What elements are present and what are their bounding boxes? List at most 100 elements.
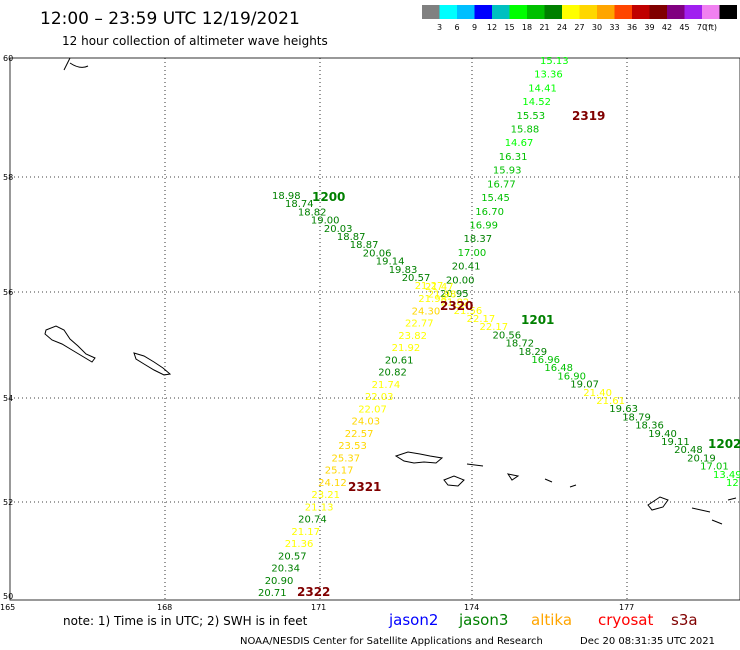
swh-value: 15.93 <box>493 166 522 177</box>
satellite-jason2: jason2 <box>388 611 438 629</box>
swh-value: 20.74 <box>298 515 327 526</box>
swh-value: 23.82 <box>398 331 427 342</box>
map-subtitle: 12 hour collection of altimeter wave hei… <box>62 34 328 48</box>
swh-value: 20.00 <box>446 275 475 286</box>
swh-value: 17.00 <box>458 248 487 259</box>
lat-label-54: 54 <box>3 394 13 403</box>
swh-value: 21.74 <box>372 380 401 391</box>
swh-value: 14.41 <box>528 83 557 94</box>
swh-value: 21.36 <box>285 539 314 550</box>
legend-swatch <box>719 5 737 19</box>
pass-time-labels: 1200 1201 1202 2319 2320 2321 2322 <box>297 109 740 599</box>
island-umnak <box>44 325 96 363</box>
lat-label-52: 52 <box>3 498 13 507</box>
swh-value: 14.67 <box>505 138 534 149</box>
swh-value: 20.48 <box>674 445 703 456</box>
lat-labels: 60 58 56 54 52 50 <box>3 54 13 601</box>
legend-swatch <box>509 5 527 19</box>
pass-time-label: 1201 <box>521 313 554 327</box>
swh-value: 21.56 <box>454 306 483 317</box>
legend-label: 9 <box>472 23 477 32</box>
legend-swatch <box>422 5 440 19</box>
swh-value: 16.96 <box>531 355 560 366</box>
swh-value: 20.57 <box>402 273 431 284</box>
pass-time-label: 2320 <box>440 299 473 313</box>
swh-value: 20.56 <box>493 330 522 341</box>
legend-label: 18 <box>522 23 532 32</box>
swh-value: 18.29 <box>519 347 548 358</box>
swh-value: 20.90 <box>265 576 294 587</box>
lat-label-58: 58 <box>3 173 13 182</box>
legend-unit: (ft) <box>705 23 717 32</box>
swh-value: 23.53 <box>338 441 367 452</box>
lon-label-171: 171 <box>311 603 326 612</box>
legend-swatch <box>579 5 597 19</box>
lon-labels: 165 168 171 174 177 <box>0 603 634 612</box>
islet-3 <box>506 473 520 481</box>
swh-value: 22.17 <box>480 322 509 333</box>
footer-timestamp: Dec 20 08:31:35 UTC 2021 <box>580 636 715 647</box>
map-title: 12:00 – 23:59 UTC 12/19/2021 <box>40 9 300 29</box>
swh-value: 22.03 <box>365 392 394 403</box>
swh-value: 20.03 <box>324 224 353 235</box>
swh-value: 13.36 <box>534 70 563 81</box>
satellite-cryosat: cryosat <box>598 611 653 629</box>
swh-value: 16.77 <box>487 179 516 190</box>
swh-value: 13.49 <box>713 470 740 481</box>
legend-swatch <box>684 5 702 19</box>
swh-value: 19.11 <box>661 437 690 448</box>
legend-swatch <box>544 5 562 19</box>
legend-label: 45 <box>679 23 689 32</box>
legend-swatch <box>614 5 632 19</box>
legend-label: 6 <box>454 23 459 32</box>
swh-value: 15.45 <box>481 193 510 204</box>
swh-value: 18.79 <box>622 412 651 423</box>
swh-value: 18.98 <box>272 191 301 202</box>
swh-value: 22.77 <box>405 319 434 330</box>
island-southeast <box>647 496 669 511</box>
legend-swatch <box>492 5 510 19</box>
islet-8 <box>727 497 737 501</box>
satellite-altika: altika <box>531 611 572 629</box>
swh-value: 21.13 <box>305 502 334 513</box>
legend-label: 70 <box>697 23 707 32</box>
satellite-jason3: jason3 <box>458 611 508 629</box>
legend-label: 12 <box>487 23 497 32</box>
lon-label-174: 174 <box>464 603 479 612</box>
islet-2 <box>466 463 484 467</box>
lat-label-56: 56 <box>3 288 13 297</box>
legend-swatch <box>474 5 492 19</box>
swh-value: 15.13 <box>540 56 569 67</box>
swh-value: 19.07 <box>570 380 599 391</box>
swh-value: 22.07 <box>358 404 387 415</box>
islet-5 <box>569 484 577 488</box>
swh-value: 25.17 <box>325 466 354 477</box>
swh-value: 17.01 <box>700 462 729 473</box>
legend-label: 24 <box>557 23 567 32</box>
islet-7 <box>711 519 723 525</box>
footer-note: note: 1) Time is in UTC; 2) SWH is in fe… <box>63 614 308 628</box>
swh-value: 24.03 <box>352 417 381 428</box>
swh-value: 21.82 <box>441 298 470 309</box>
swh-value: 15.53 <box>517 111 546 122</box>
legend-label: 15 <box>504 23 514 32</box>
pass-time-label: 2322 <box>297 585 330 599</box>
coastlines <box>44 57 737 525</box>
swh-value: 18.87 <box>350 240 379 251</box>
swh-value: 15.88 <box>511 125 540 136</box>
island-northwest <box>63 57 89 71</box>
legend-swatch <box>597 5 615 19</box>
islet-4 <box>544 478 553 483</box>
swh-value: 20.82 <box>378 368 407 379</box>
swh-value: 20.34 <box>271 564 300 575</box>
swh-value: 21.27 <box>415 281 444 292</box>
map-frame <box>9 57 740 601</box>
swh-value: 18.87 <box>337 232 366 243</box>
swh-value: 18.82 <box>298 207 327 218</box>
swh-value: 16.31 <box>499 152 528 163</box>
swh-value: 21.47 <box>425 282 454 293</box>
lon-label-168: 168 <box>157 603 172 612</box>
legend-label: 3 <box>437 23 442 32</box>
swh-value: 20.71 <box>258 588 287 599</box>
